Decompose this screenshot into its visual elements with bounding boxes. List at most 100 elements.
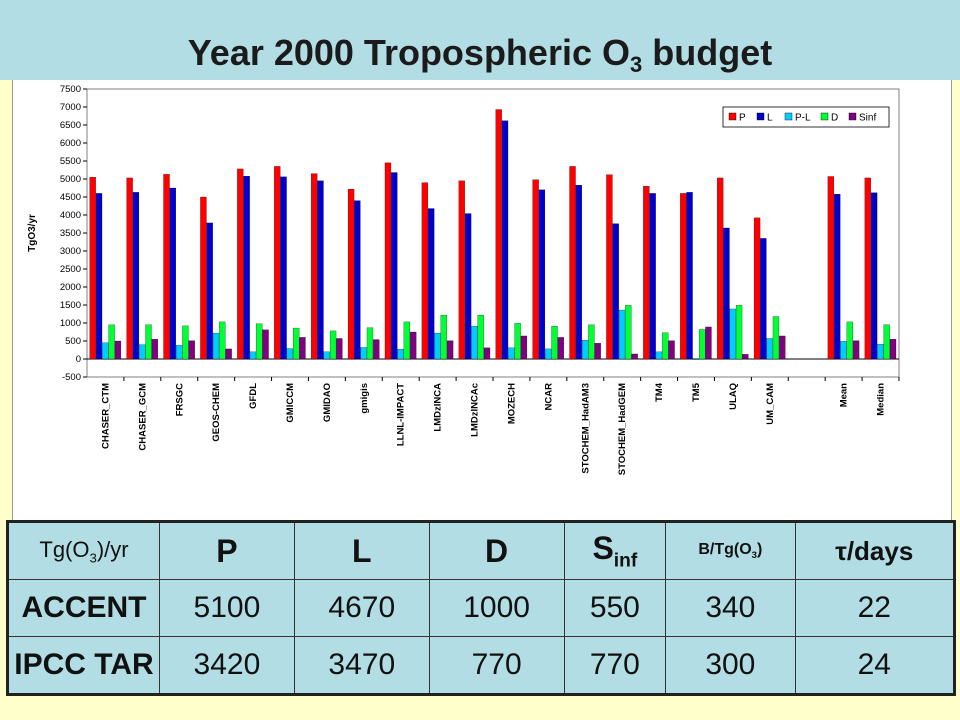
row-label: IPCC TAR [8,637,160,695]
y-tick-label: 2000 [60,282,81,293]
bar [133,192,139,359]
bar [459,181,465,359]
bar [281,177,287,359]
y-tick-label: 7000 [60,102,81,113]
bar [877,344,883,359]
bar [570,166,576,359]
bar [619,310,625,359]
bar [865,178,871,359]
legend-swatch [785,113,792,120]
y-tick-label: 1500 [60,300,81,311]
y-tick-label: 7500 [60,84,81,95]
x-tick-label: ULAQ [728,383,739,410]
bar [656,352,662,359]
bar [613,224,619,359]
x-tick-label: CHASER_CTM [100,383,111,449]
bar [293,328,299,359]
table-row: IPCC TAR 3420 3470 770 770 300 24 [8,637,955,695]
bar [311,174,317,359]
bar [588,325,594,359]
table-row: ACCENT 5100 4670 1000 550 340 22 [8,580,955,637]
bar [102,343,108,359]
y-tick-label: 0 [76,354,81,365]
x-tick-label: MOZECH [506,383,517,424]
bar [533,180,539,359]
bar [441,315,447,359]
x-tick-label: STOCHEM_HadAM3 [580,383,591,474]
row-label: ACCENT [8,580,160,637]
bar [226,349,232,359]
bar [274,166,280,359]
x-tick-label: LLNL-IMPACT [396,383,407,446]
cell-burden: 300 [666,637,795,695]
bar [213,333,219,359]
bar [207,223,213,359]
bar [736,305,742,359]
bar [391,173,397,359]
x-tick-label: TM5 [691,382,702,402]
bar [484,348,490,359]
cell-p: 5100 [160,580,295,637]
cell-l: 4670 [294,580,429,637]
bar [558,337,564,359]
bar [576,185,582,359]
x-tick-label: Mean [839,383,850,407]
y-tick-label: 2500 [60,264,81,275]
bar [176,345,182,359]
title-subscript: 3 [630,52,642,77]
y-tick-label: 4000 [60,210,81,221]
x-tick-label: TM4 [654,382,665,402]
bar [515,323,521,359]
bar [508,348,514,359]
bar [595,343,601,359]
bar [189,341,195,359]
x-tick-label: LMDzINCAc [470,383,481,437]
bar [447,341,453,359]
legend-label: L [767,113,773,124]
bar [847,322,853,359]
y-axis-label: TgO3/yr [27,214,38,252]
bar [717,178,723,359]
legend-swatch [757,113,764,120]
legend-swatch [729,113,736,120]
legend-label: P [739,113,746,124]
bar-chart: -500 0 500 1000 1500 2000 2500 3000 3500 4000 4500… [13,80,951,520]
y-tick-label: -500 [62,372,81,383]
bar [398,349,404,359]
header-sinf: Sinf [564,522,666,580]
bar [317,181,323,359]
x-tick-label: Median [876,383,887,416]
bar [650,193,656,359]
cell-l: 3470 [294,637,429,695]
bar [521,336,527,359]
bar [354,201,360,359]
bar [90,177,96,359]
header-l: L [294,522,429,580]
bar [669,341,675,359]
title-text: Year 2000 Tropospheric O [188,32,630,73]
bar [348,189,354,359]
bar [687,192,693,359]
header-d: D [429,522,564,580]
bar [693,359,699,360]
bar [465,214,471,359]
x-tick-label: FRSGC [174,383,185,416]
bar [404,322,410,359]
y-tick-label: 1000 [60,318,81,329]
cell-tau: 22 [795,580,954,637]
bar [625,305,631,359]
x-tick-label: UM_CAM [765,383,776,425]
bar [539,190,545,359]
x-tick-label: GFDL [248,383,259,409]
bar [502,121,508,359]
bar [680,193,686,359]
chart-panel: -500 0 500 1000 1500 2000 2500 3000 3500 4000 4500… [12,80,952,520]
bar [127,178,133,359]
x-tick-label: LMDzINCA [433,383,444,432]
cell-d: 770 [429,637,564,695]
bar [287,349,293,359]
bar [632,354,638,359]
table-header-row: Tg(O3)/yr P L D Sinf B/Tg(O3) τ/days [8,522,955,580]
bar [244,176,250,359]
page-title: Year 2000 Tropospheric O3 budget [0,32,960,78]
